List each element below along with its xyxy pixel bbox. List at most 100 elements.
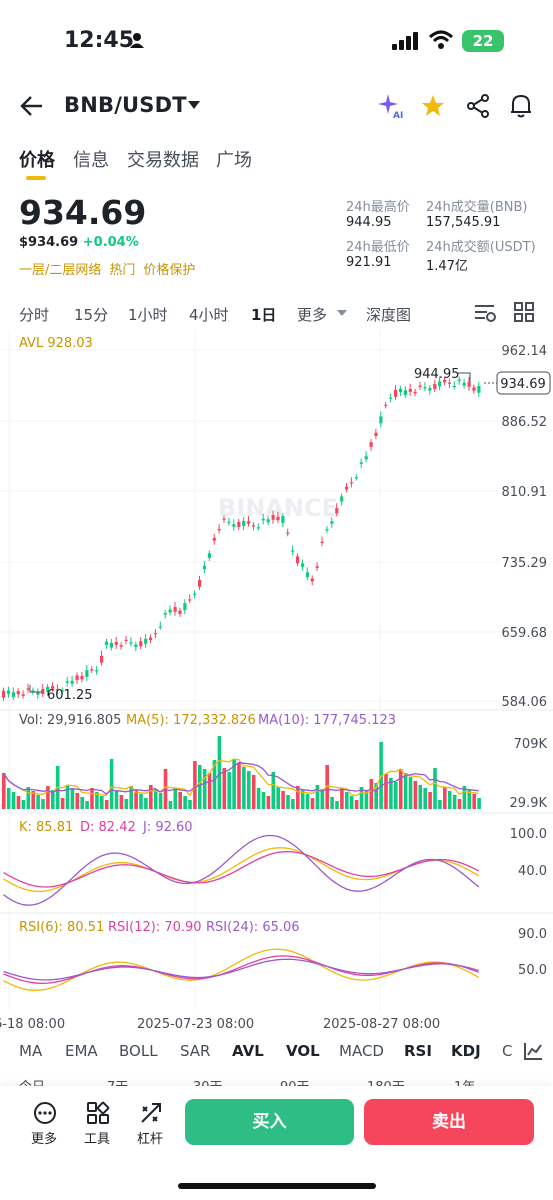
volume-bar	[207, 773, 212, 809]
candle-body	[119, 645, 123, 647]
candle-body	[51, 686, 55, 689]
high-value: 944.95	[346, 215, 392, 230]
volume-bar	[359, 787, 364, 809]
tab-info[interactable]: 信息	[73, 150, 109, 171]
bell-icon[interactable]	[509, 93, 533, 119]
candle-body	[21, 694, 25, 696]
volume-bar	[90, 788, 94, 809]
candle-body	[369, 442, 373, 447]
candle-body	[452, 385, 456, 388]
tag-layer[interactable]: 一层/二层网络	[19, 263, 102, 278]
share-icon[interactable]	[466, 94, 490, 118]
rsi-24: RSI(24): 65.06	[206, 920, 300, 935]
volume-bar	[95, 792, 99, 809]
interval-1h[interactable]: 1小时	[128, 306, 168, 324]
ai-sparkle-icon[interactable]: AI	[377, 92, 405, 120]
interval-time[interactable]: 分时	[19, 306, 50, 324]
buy-button[interactable]: 买入	[185, 1099, 354, 1145]
candle-body	[271, 515, 275, 520]
candle-body	[349, 482, 354, 484]
more-dropdown-icon[interactable]	[336, 309, 348, 317]
layout-grid-icon[interactable]	[514, 302, 534, 322]
indicator-chart-icon[interactable]	[523, 1041, 543, 1061]
volume-bar	[46, 786, 50, 809]
tag-hot[interactable]: 热门	[109, 263, 136, 278]
favorite-star-icon[interactable]	[421, 94, 445, 118]
volume-bar	[75, 793, 80, 809]
ind-ma[interactable]: MA	[19, 1042, 43, 1060]
tools-label[interactable]: 工具	[83, 1132, 110, 1147]
kline-chart[interactable]: BINANCE AVL 928.03 962.14 886.52 810.91 …	[0, 330, 553, 1035]
ind-rsi[interactable]: RSI	[404, 1042, 432, 1060]
ind-sar[interactable]: SAR	[180, 1042, 211, 1060]
candle-body	[41, 688, 45, 694]
candle-body	[26, 688, 30, 690]
ind-macd[interactable]: MACD	[339, 1042, 384, 1060]
more-icon[interactable]	[33, 1101, 57, 1125]
leverage-label[interactable]: 杠杆	[136, 1132, 163, 1147]
volume-bar	[163, 769, 168, 809]
x-label: 6-18 08:00	[0, 1017, 65, 1032]
leverage-icon[interactable]	[139, 1101, 163, 1125]
volume-bar	[16, 796, 21, 809]
tab-trade-data[interactable]: 交易数据	[127, 150, 199, 171]
more-label[interactable]: 更多	[30, 1132, 57, 1147]
sell-button[interactable]: 卖出	[364, 1099, 534, 1145]
ind-kdj[interactable]: KDJ	[451, 1042, 481, 1060]
kdj-k-line	[3, 847, 480, 893]
x-label: 2025-08-27 08:00	[323, 1017, 440, 1032]
interval-1d[interactable]: 1日	[251, 306, 277, 324]
interval-depth[interactable]: 深度图	[366, 306, 412, 324]
candle-body	[237, 521, 241, 527]
candle-body	[85, 670, 89, 678]
indicator-lines	[2, 758, 480, 991]
y-tick: 810.91	[502, 485, 548, 500]
candle-body	[31, 690, 35, 692]
volume-bar	[300, 790, 305, 809]
tag-row: 一层/二层网络 热门 价格保护	[19, 259, 203, 278]
chevron-down-icon[interactable]	[188, 100, 200, 110]
candle-body	[158, 626, 162, 628]
candle-body	[315, 566, 319, 568]
candle-body	[65, 681, 69, 683]
candle-body	[104, 641, 109, 645]
candle-body	[286, 532, 290, 534]
volume-bar	[134, 790, 138, 809]
tab-price[interactable]: 价格	[19, 150, 55, 171]
volume-bar	[266, 796, 271, 809]
volume-bar	[364, 791, 369, 809]
interval-4h[interactable]: 4小时	[189, 306, 229, 324]
back-arrow-icon[interactable]	[20, 95, 44, 117]
volume-bar	[281, 791, 285, 809]
tools-icon[interactable]	[86, 1101, 110, 1125]
volume-bar	[222, 768, 227, 809]
ind-avl[interactable]: AVL	[232, 1042, 264, 1060]
volume-bar	[261, 792, 266, 809]
tag-protection[interactable]: 价格保护	[143, 263, 196, 278]
interval-15m[interactable]: 15分	[74, 306, 109, 324]
candle-body	[423, 387, 427, 389]
person-icon	[130, 33, 144, 48]
candle-body	[477, 385, 481, 393]
pair-title[interactable]: BNB/USDT	[64, 93, 187, 117]
candle-body	[261, 518, 265, 521]
candle-body	[276, 516, 280, 521]
candle-body	[418, 385, 422, 387]
tab-square[interactable]: 广场	[216, 150, 252, 171]
kdj-d-line	[3, 850, 480, 888]
ind-vol[interactable]: VOL	[286, 1042, 320, 1060]
ind-boll[interactable]: BOLL	[119, 1042, 158, 1060]
volume-bar	[335, 801, 339, 809]
interval-more[interactable]: 更多	[297, 306, 328, 324]
volume-bar	[2, 773, 6, 809]
candle-body	[212, 537, 216, 541]
vol-bnb-value: 157,545.91	[426, 215, 501, 230]
chart-settings-icon[interactable]	[474, 302, 496, 322]
volume-bar	[467, 790, 472, 809]
ind-ema[interactable]: EMA	[65, 1042, 98, 1060]
volume-bar	[320, 789, 325, 809]
volume-bar	[21, 800, 26, 809]
candle-body	[384, 404, 388, 406]
ind-more[interactable]: C	[502, 1042, 513, 1060]
last-price: 934.69	[19, 193, 147, 232]
